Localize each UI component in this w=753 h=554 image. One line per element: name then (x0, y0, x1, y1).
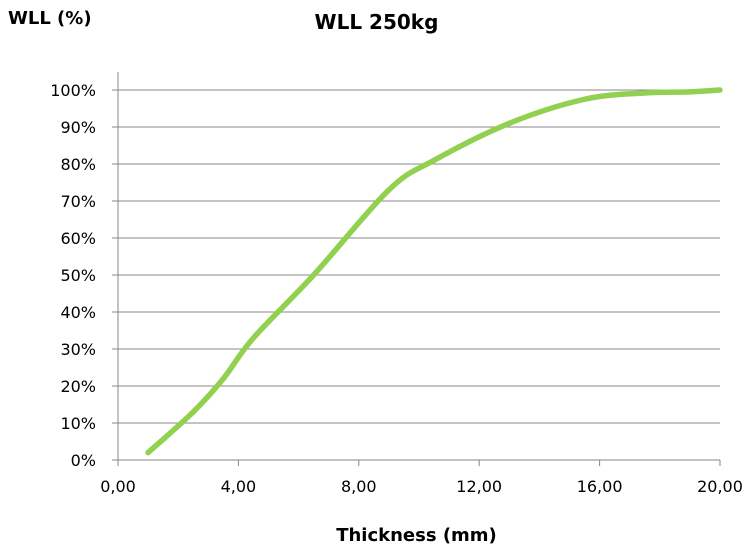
y-tick-label: 70% (60, 192, 96, 211)
x-tick-label: 16,00 (577, 477, 623, 496)
y-tick-label: 30% (60, 340, 96, 359)
y-tick-label: 40% (60, 303, 96, 322)
x-tick-label: 4,00 (221, 477, 257, 496)
x-tick-label: 8,00 (341, 477, 377, 496)
y-tick-label: 90% (60, 118, 96, 137)
axes (112, 72, 721, 466)
gridlines (118, 89, 720, 424)
y-tick-label: 50% (60, 266, 96, 285)
series-line (145, 87, 723, 456)
y-tick-label: 20% (60, 377, 96, 396)
y-tick-labels: 0% 10% 20% 30% 40% 50% 60% 70% 80% 90% 100% (50, 81, 96, 470)
y-axis-label: WLL (%) (8, 8, 92, 29)
x-tick-labels: 0,00 4,00 8,00 12,00 16,00 20,00 (100, 477, 743, 496)
x-axis-label: Thickness (mm) (336, 525, 497, 546)
y-tick-label: 0% (71, 451, 96, 470)
x-tick-label: 12,00 (456, 477, 502, 496)
y-tick-label: 10% (60, 414, 96, 433)
x-tick-label: 0,00 (100, 477, 136, 496)
y-tick-label: 100% (50, 81, 96, 100)
chart-title: WLL 250kg (314, 10, 439, 34)
y-tick-label: 60% (60, 229, 96, 248)
y-tick-label: 80% (60, 155, 96, 174)
x-tick-label: 20,00 (697, 477, 743, 496)
series-layer (145, 87, 723, 456)
